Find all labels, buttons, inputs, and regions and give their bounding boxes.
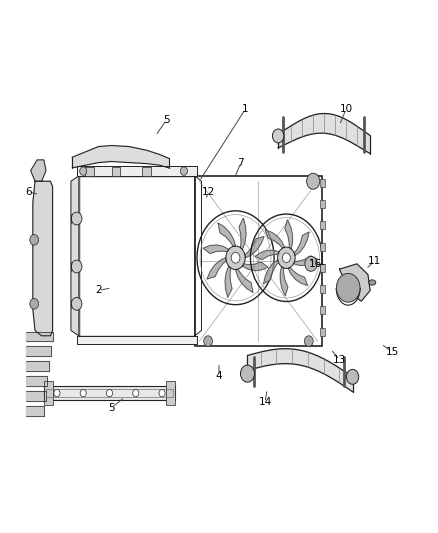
Text: 6: 6	[25, 187, 32, 197]
Circle shape	[231, 253, 240, 263]
Text: 5: 5	[108, 403, 115, 413]
Circle shape	[71, 212, 82, 225]
Bar	[195, 176, 322, 346]
Polygon shape	[72, 146, 169, 168]
Polygon shape	[218, 223, 236, 246]
Circle shape	[30, 298, 39, 309]
Polygon shape	[247, 349, 353, 392]
Circle shape	[54, 389, 60, 397]
Circle shape	[278, 247, 295, 269]
Circle shape	[180, 167, 187, 175]
Text: 2: 2	[95, 286, 102, 295]
Text: 16: 16	[309, 259, 322, 269]
Polygon shape	[26, 391, 46, 401]
Polygon shape	[26, 406, 44, 416]
Circle shape	[71, 297, 82, 310]
Bar	[79, 176, 195, 336]
Bar	[320, 243, 325, 251]
Bar	[320, 179, 325, 187]
Polygon shape	[339, 264, 370, 301]
Text: 14: 14	[258, 398, 272, 407]
Circle shape	[80, 167, 87, 175]
Polygon shape	[242, 262, 268, 271]
Polygon shape	[288, 268, 307, 286]
Circle shape	[71, 260, 82, 273]
Circle shape	[336, 273, 360, 302]
Bar	[320, 285, 325, 293]
Circle shape	[283, 253, 290, 263]
Polygon shape	[293, 256, 318, 265]
Polygon shape	[236, 269, 253, 293]
Polygon shape	[31, 160, 46, 181]
Text: 5: 5	[163, 115, 170, 125]
Bar	[320, 221, 325, 229]
Bar	[77, 336, 197, 344]
Polygon shape	[26, 332, 53, 341]
Text: 13: 13	[333, 355, 346, 365]
Text: 10: 10	[339, 104, 353, 114]
Ellipse shape	[369, 280, 376, 285]
Bar	[166, 381, 175, 405]
Bar	[320, 200, 325, 208]
Polygon shape	[239, 218, 246, 249]
Bar	[142, 167, 151, 176]
Circle shape	[304, 336, 313, 346]
Bar	[320, 328, 325, 336]
Circle shape	[106, 389, 113, 397]
Polygon shape	[33, 181, 53, 336]
Text: 12: 12	[201, 187, 215, 197]
Polygon shape	[280, 266, 288, 296]
Polygon shape	[255, 250, 279, 260]
Text: 7: 7	[237, 158, 244, 167]
Circle shape	[204, 336, 212, 346]
Polygon shape	[225, 266, 232, 297]
Bar	[320, 306, 325, 314]
Circle shape	[30, 235, 39, 245]
Polygon shape	[245, 237, 264, 258]
Bar	[112, 167, 120, 176]
Bar	[85, 167, 94, 176]
Text: 1: 1	[242, 104, 249, 114]
Text: 4: 4	[215, 371, 223, 381]
Circle shape	[226, 246, 245, 270]
Circle shape	[346, 369, 359, 384]
Polygon shape	[26, 376, 47, 386]
Circle shape	[307, 173, 320, 189]
Polygon shape	[26, 346, 51, 356]
Polygon shape	[195, 176, 201, 336]
Polygon shape	[26, 361, 49, 371]
Bar	[77, 166, 197, 176]
Bar	[46, 389, 173, 397]
Circle shape	[133, 389, 139, 397]
Bar	[44, 381, 53, 405]
Polygon shape	[265, 230, 285, 248]
Circle shape	[159, 389, 165, 397]
Polygon shape	[207, 258, 226, 279]
Polygon shape	[203, 245, 229, 254]
Circle shape	[240, 365, 254, 382]
Text: 11: 11	[368, 256, 381, 266]
Circle shape	[272, 129, 284, 143]
Text: 15: 15	[385, 347, 399, 357]
Polygon shape	[71, 176, 79, 336]
Bar	[320, 264, 325, 272]
Circle shape	[80, 389, 86, 397]
Polygon shape	[264, 260, 279, 284]
Circle shape	[305, 256, 317, 271]
Polygon shape	[285, 220, 293, 249]
Polygon shape	[294, 232, 309, 256]
Polygon shape	[278, 114, 370, 154]
Bar	[44, 386, 175, 400]
